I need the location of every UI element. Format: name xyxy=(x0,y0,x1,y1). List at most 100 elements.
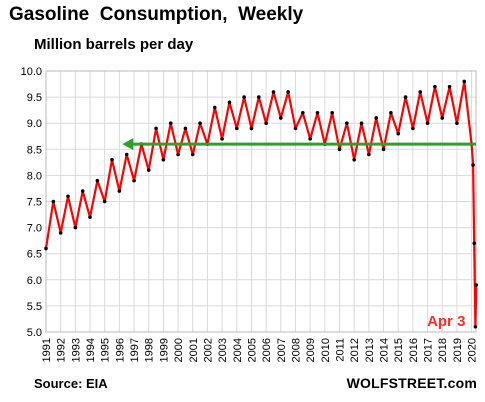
y-tick-label: 8.5 xyxy=(27,144,42,156)
x-tick-label: 2019 xyxy=(452,338,464,362)
data-point xyxy=(234,126,239,131)
data-point xyxy=(374,116,379,120)
data-point xyxy=(88,215,92,219)
data-point xyxy=(472,241,477,246)
data-point xyxy=(359,121,364,125)
x-tick-label: 1992 xyxy=(56,338,68,362)
y-tick-label: 7.5 xyxy=(27,197,42,209)
data-point xyxy=(440,116,445,120)
data-point xyxy=(425,121,430,125)
data-point xyxy=(58,231,63,235)
x-tick-label: 2015 xyxy=(393,338,405,362)
data-point xyxy=(73,225,78,230)
data-point xyxy=(447,84,452,89)
y-tick-label: 5.5 xyxy=(27,301,42,313)
data-point xyxy=(110,157,114,162)
x-tick-label: 2005 xyxy=(246,338,258,362)
x-tick-label: 2000 xyxy=(173,338,185,362)
x-tick-label: 1996 xyxy=(114,338,126,362)
data-point xyxy=(345,121,349,125)
x-tick-label: 2012 xyxy=(349,338,361,362)
data-point xyxy=(80,189,85,193)
data-point xyxy=(330,110,334,115)
data-point xyxy=(264,121,268,125)
data-point xyxy=(102,199,107,204)
x-tick-label: 2010 xyxy=(320,338,332,362)
data-point xyxy=(279,116,283,120)
data-point xyxy=(44,246,48,251)
data-point xyxy=(227,100,232,105)
x-tick-label: 2001 xyxy=(188,338,200,362)
data-point xyxy=(433,84,437,89)
data-point xyxy=(249,126,254,131)
data-point xyxy=(176,152,180,157)
data-point xyxy=(95,178,100,183)
data-point xyxy=(471,163,475,167)
data-point xyxy=(190,152,195,157)
chart-subtitle: Million barrels per day xyxy=(34,36,194,53)
data-point xyxy=(308,137,312,141)
data-point xyxy=(396,131,401,136)
y-tick-label: 7.0 xyxy=(27,223,42,235)
x-tick-label: 2007 xyxy=(276,338,288,362)
data-point xyxy=(418,90,423,94)
y-tick-label: 5.0 xyxy=(27,327,42,339)
brand-label: WOLFSTREET.com xyxy=(346,375,477,391)
data-point xyxy=(256,95,261,99)
x-tick-label: 2009 xyxy=(305,338,317,362)
data-point xyxy=(124,152,129,157)
series-layer xyxy=(44,79,479,329)
x-tick-label: 2011 xyxy=(335,338,347,362)
data-point xyxy=(146,168,151,172)
x-tick-label: 2016 xyxy=(408,338,420,362)
data-point xyxy=(301,110,305,115)
data-point xyxy=(242,95,246,99)
x-tick-label: 1994 xyxy=(85,338,97,362)
reference-arrowhead xyxy=(122,138,134,151)
data-point xyxy=(286,90,290,94)
data-point xyxy=(403,95,408,99)
data-point xyxy=(293,126,298,131)
x-tick-label: 1998 xyxy=(144,338,156,362)
x-tick-label: 2014 xyxy=(379,338,391,362)
annotation-label: Apr 3 xyxy=(427,313,465,330)
data-point xyxy=(198,121,202,125)
data-point xyxy=(220,137,224,141)
data-point xyxy=(337,147,342,152)
data-point xyxy=(132,178,136,183)
data-point xyxy=(462,79,467,84)
data-point xyxy=(212,105,217,110)
data-point xyxy=(455,121,459,125)
y-tick-label: 9.0 xyxy=(27,118,42,130)
data-point xyxy=(352,157,356,162)
x-tick-label: 2017 xyxy=(423,338,435,362)
x-tick-label: 1991 xyxy=(41,338,53,362)
annotation-layer: Apr 3 xyxy=(427,313,465,330)
data-point xyxy=(271,90,276,94)
x-tick-label: 1993 xyxy=(70,338,82,362)
x-tick-label: 2002 xyxy=(202,338,214,362)
data-point xyxy=(66,194,70,199)
plot-frame xyxy=(45,70,477,333)
data-point xyxy=(183,126,188,131)
data-point xyxy=(154,126,158,131)
data-point xyxy=(117,189,122,193)
data-point xyxy=(367,152,371,157)
data-point xyxy=(473,324,478,329)
x-tick-label: 2006 xyxy=(261,338,273,362)
data-point xyxy=(411,126,415,131)
x-tick-label: 2003 xyxy=(217,338,229,362)
y-tick-label: 6.0 xyxy=(27,275,42,287)
x-tick-label: 2018 xyxy=(437,338,449,362)
x-tick-label: 1999 xyxy=(158,338,170,362)
data-point xyxy=(315,110,320,115)
x-tick-label: 2004 xyxy=(232,338,244,362)
source-note: Source: EIA xyxy=(34,376,108,391)
y-axis-ticks: 5.0 5.5 6.0 6.5 7.0 7.5 8.0 8.5 9.0 9.5 10.0 xyxy=(21,66,42,339)
x-tick-label: 2013 xyxy=(364,338,376,362)
data-point xyxy=(389,110,393,115)
data-point xyxy=(51,199,56,204)
series-line xyxy=(44,80,478,328)
x-tick-label: 2020 xyxy=(467,338,479,362)
